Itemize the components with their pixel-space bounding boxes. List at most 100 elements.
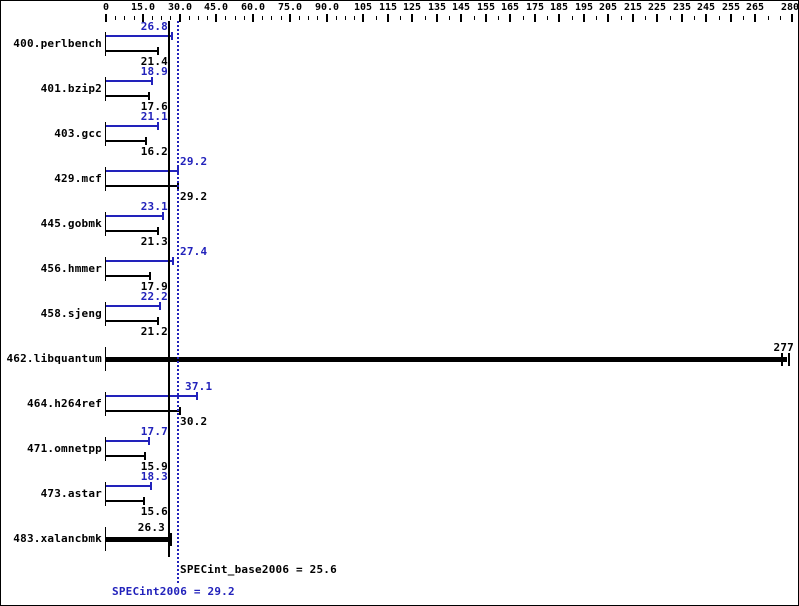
x-axis-minor-tick [780, 16, 781, 20]
result-bar [106, 537, 172, 542]
x-axis-minor-tick [235, 16, 236, 20]
bar-start-bracket [105, 437, 106, 461]
benchmark-row: 403.gcc 21.1 16.2 [1, 109, 798, 159]
peak-bar-cap [171, 32, 173, 40]
x-axis-tick-label: 205 [598, 2, 618, 13]
bar-start-bracket [105, 527, 106, 551]
bar-start-bracket [105, 167, 106, 191]
x-axis-tick-label: 235 [672, 2, 692, 13]
x-axis-minor-tick [596, 16, 597, 20]
peak-bar [106, 305, 160, 307]
x-axis-minor-tick [225, 16, 226, 20]
x-axis-major-tick [730, 14, 732, 22]
x-axis-tick-label: 245 [696, 2, 716, 13]
base-bar [106, 500, 144, 502]
peak-value-label: 18.9 [140, 65, 168, 78]
x-axis-minor-tick [345, 16, 346, 20]
peak-value-label: 29.2 [180, 155, 208, 168]
peak-bar [106, 170, 178, 172]
x-axis-major-tick [215, 14, 217, 22]
base-bar [106, 185, 178, 187]
benchmark-row: 464.h264ref 37.1 30.2 [1, 379, 798, 429]
peak-value-label: 17.7 [140, 425, 168, 438]
x-axis-major-tick [362, 14, 364, 22]
benchmark-row: 473.astar 18.3 15.6 [1, 469, 798, 519]
x-axis-major-tick [411, 14, 413, 22]
benchmark-label: 473.astar [40, 487, 102, 500]
x-axis-tick-label: 125 [402, 2, 422, 13]
bar-start-bracket [105, 212, 106, 236]
benchmark-label: 456.hmmer [40, 262, 102, 275]
x-axis-major-tick [179, 14, 181, 22]
peak-bar [106, 35, 172, 37]
x-axis-minor-tick [207, 16, 208, 20]
bar-start-bracket [105, 302, 106, 326]
benchmark-row: 401.bzip2 18.9 17.6 [1, 64, 798, 114]
base-bar [106, 455, 145, 457]
x-axis-minor-tick [198, 16, 199, 20]
x-axis-major-tick [252, 14, 254, 22]
x-axis-major-tick [509, 14, 511, 22]
base-value-label: 17.9 [140, 280, 168, 293]
x-axis-tick-label: 135 [427, 2, 447, 13]
x-axis-major-tick [460, 14, 462, 22]
base-bar-cap [144, 452, 146, 460]
x-axis-tick-label: 115 [378, 2, 398, 13]
x-axis-minor-tick [308, 16, 309, 20]
x-axis-tick-label: 145 [451, 2, 471, 13]
x-axis-major-tick [387, 14, 389, 22]
x-axis-tick-label: 185 [549, 2, 569, 13]
peak-bar [106, 215, 163, 217]
x-axis-minor-tick [572, 16, 573, 20]
peak-value-label: 21.1 [140, 110, 168, 123]
x-axis-minor-tick [336, 16, 337, 20]
peak-bar [106, 440, 149, 442]
base-value-label: 17.6 [140, 100, 168, 113]
peak-value-label: 22.2 [140, 290, 168, 303]
benchmark-label: 471.omnetpp [26, 442, 102, 455]
peak-mean-line [177, 21, 179, 584]
x-axis-minor-tick [161, 16, 162, 20]
peak-value-label: 18.3 [140, 470, 168, 483]
x-axis-minor-tick [425, 16, 426, 20]
benchmark-row: 456.hmmer 27.4 17.9 [1, 244, 798, 294]
x-axis-minor-tick [670, 16, 671, 20]
x-axis-tick-label: 165 [500, 2, 520, 13]
x-axis-major-tick [142, 14, 144, 22]
bar-start-bracket [105, 257, 106, 281]
result-bar-cap [169, 533, 172, 546]
peak-bar-cap [157, 122, 159, 130]
x-axis-tick-label: 215 [623, 2, 643, 13]
peak-mean-label: SPECint2006 = 29.2 [112, 585, 235, 598]
peak-bar [106, 260, 173, 262]
base-bar [106, 275, 150, 277]
x-axis-major-tick [632, 14, 634, 22]
x-axis-minor-tick [134, 16, 135, 20]
benchmark-label: 445.gobmk [40, 217, 102, 230]
x-axis-tick-label: 265 [745, 2, 765, 13]
x-axis-minor-tick [376, 16, 377, 20]
x-axis-tick-label: 195 [574, 2, 594, 13]
x-axis-minor-tick [498, 16, 499, 20]
base-value-label: 15.6 [140, 505, 168, 518]
x-axis-tick-label: 0 [102, 2, 110, 13]
x-axis-major-tick [289, 14, 291, 22]
peak-value-label: 37.1 [185, 380, 213, 393]
x-axis-minor-tick [645, 16, 646, 20]
benchmark-label: 400.perlbench [13, 37, 102, 50]
benchmark-row: 483.xalancbmk 26.3 [1, 514, 798, 564]
result-bar [106, 357, 787, 362]
benchmark-label: 458.sjeng [40, 307, 102, 320]
result-value-label: 26.3 [137, 521, 165, 534]
peak-value-label: 26.8 [140, 20, 168, 33]
benchmark-label: 429.mcf [54, 172, 102, 185]
x-axis-minor-tick [354, 16, 355, 20]
base-bar-cap [148, 92, 150, 100]
benchmark-label: 401.bzip2 [40, 82, 102, 95]
base-bar-cap [157, 227, 159, 235]
peak-bar-cap [172, 257, 174, 265]
x-axis-major-tick [485, 14, 487, 22]
base-bar [106, 95, 149, 97]
x-axis-major-tick [436, 14, 438, 22]
